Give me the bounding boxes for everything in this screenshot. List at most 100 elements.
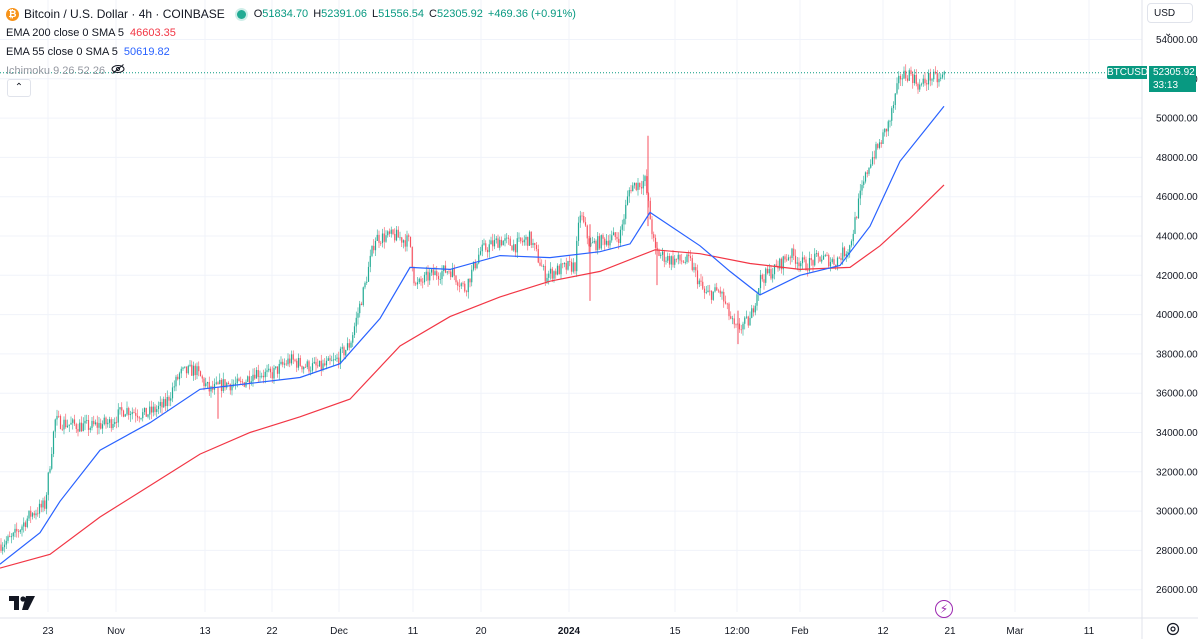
candle-body [579,215,581,223]
symbol-title[interactable]: Bitcoin / U.S. Dollar · 4h · COINBASE [24,7,225,21]
candle-body [597,236,599,251]
candle-body [712,291,714,300]
candle-body [117,409,119,423]
candle-body [856,217,858,219]
candle-body [205,383,207,387]
candle-body [224,379,226,388]
indicator-ema55[interactable]: EMA 55 close 0 SMA 5 50619.82 [6,43,581,62]
candle-body [499,239,501,248]
candle-body [929,72,931,81]
candle-body [520,237,522,242]
candle-body [271,372,273,379]
y-tick-label: 44000.00 [1156,232,1198,243]
market-status-icon[interactable] [236,10,246,19]
candle-body [812,260,814,266]
candle-body [684,261,686,263]
low-label: L [372,8,379,20]
candle-body [801,257,804,264]
symbol-row: ₿ Bitcoin / U.S. Dollar · 4h · COINBASE … [6,5,581,24]
currency-selector[interactable]: USD ⌄ [1147,3,1193,39]
candle-body [30,510,32,517]
candle-body [861,184,863,191]
candle-body [677,254,679,260]
collapse-legend-button[interactable]: ⌃ [7,79,31,97]
candle-body [432,269,434,276]
candle-body [518,237,520,239]
candle-body [129,414,132,416]
candle-body [780,258,783,270]
candle-body [661,251,664,255]
candle-body [940,77,942,79]
candle-body [408,235,410,237]
candle-body [497,238,499,248]
candle-body [598,236,601,249]
candle-body [394,233,396,241]
candle-body [534,243,536,245]
candle-body [422,281,424,283]
x-tick-label: 11 [408,626,419,637]
candle-body [308,361,310,372]
candle-body [717,290,720,292]
indicator-name: EMA 55 close 0 SMA 5 [6,46,118,58]
candle-body [374,240,377,251]
candle-body [397,229,399,238]
candle-body [441,271,443,280]
candle-body [49,468,51,473]
candle-body [919,84,921,90]
candle-body [653,234,655,238]
candle-body [794,255,797,264]
candle-body [353,326,356,336]
candle-body [478,254,480,264]
candle-body [387,231,389,236]
tradingview-logo-icon[interactable] [9,596,35,615]
indicator-ema200[interactable]: EMA 200 close 0 SMA 5 46603.35 [6,24,581,43]
candle-body [318,360,321,367]
candle-body [201,376,203,379]
candle-body [922,78,924,84]
candle-body [450,271,452,278]
candle-body [915,74,917,84]
candle-body [65,419,67,428]
candle-body [887,121,889,132]
candle-body [448,271,450,273]
candle-body [306,361,308,368]
y-tick-label: 34000.00 [1156,428,1198,439]
indicator-ichimoku[interactable]: Ichimoku 9 26 52 26 [6,62,581,81]
candle-body [674,258,676,265]
candle-body [824,255,826,256]
candle-body [714,287,716,292]
eye-off-icon[interactable] [111,62,125,81]
candle-body [229,384,231,391]
lightning-icon[interactable]: ⚡ [935,600,953,618]
candle-body [705,292,707,293]
indicator-name: EMA 200 close 0 SMA 5 [6,27,125,39]
candle-body [86,420,88,421]
candle-body [287,358,289,365]
candle-body [257,370,259,377]
candlestick-series [0,64,945,555]
candle-body [24,522,27,527]
candle-body [835,264,837,267]
candle-body [847,251,849,254]
candle-body [89,427,91,430]
candle-body [658,250,660,256]
candle-body [731,318,734,320]
candle-body [623,218,625,225]
candle-body [815,253,818,254]
candle-body [373,245,375,251]
candle-body [259,376,261,378]
time-axis: 23 Nov 13 22 Dec 11 20 2024 15 12:00 Feb 12 21 Mar 11 [0,617,1198,637]
candle-body [740,329,742,331]
candle-body [3,544,6,548]
candle-body [79,422,81,432]
candle-body [357,313,359,318]
candle-body [626,196,629,205]
candle-body [943,71,945,75]
candle-body [723,291,725,302]
gear-icon[interactable] [1166,622,1180,641]
candle-body [213,383,216,390]
candle-body [455,275,457,283]
candle-body [899,75,902,80]
candle-body [355,317,357,327]
